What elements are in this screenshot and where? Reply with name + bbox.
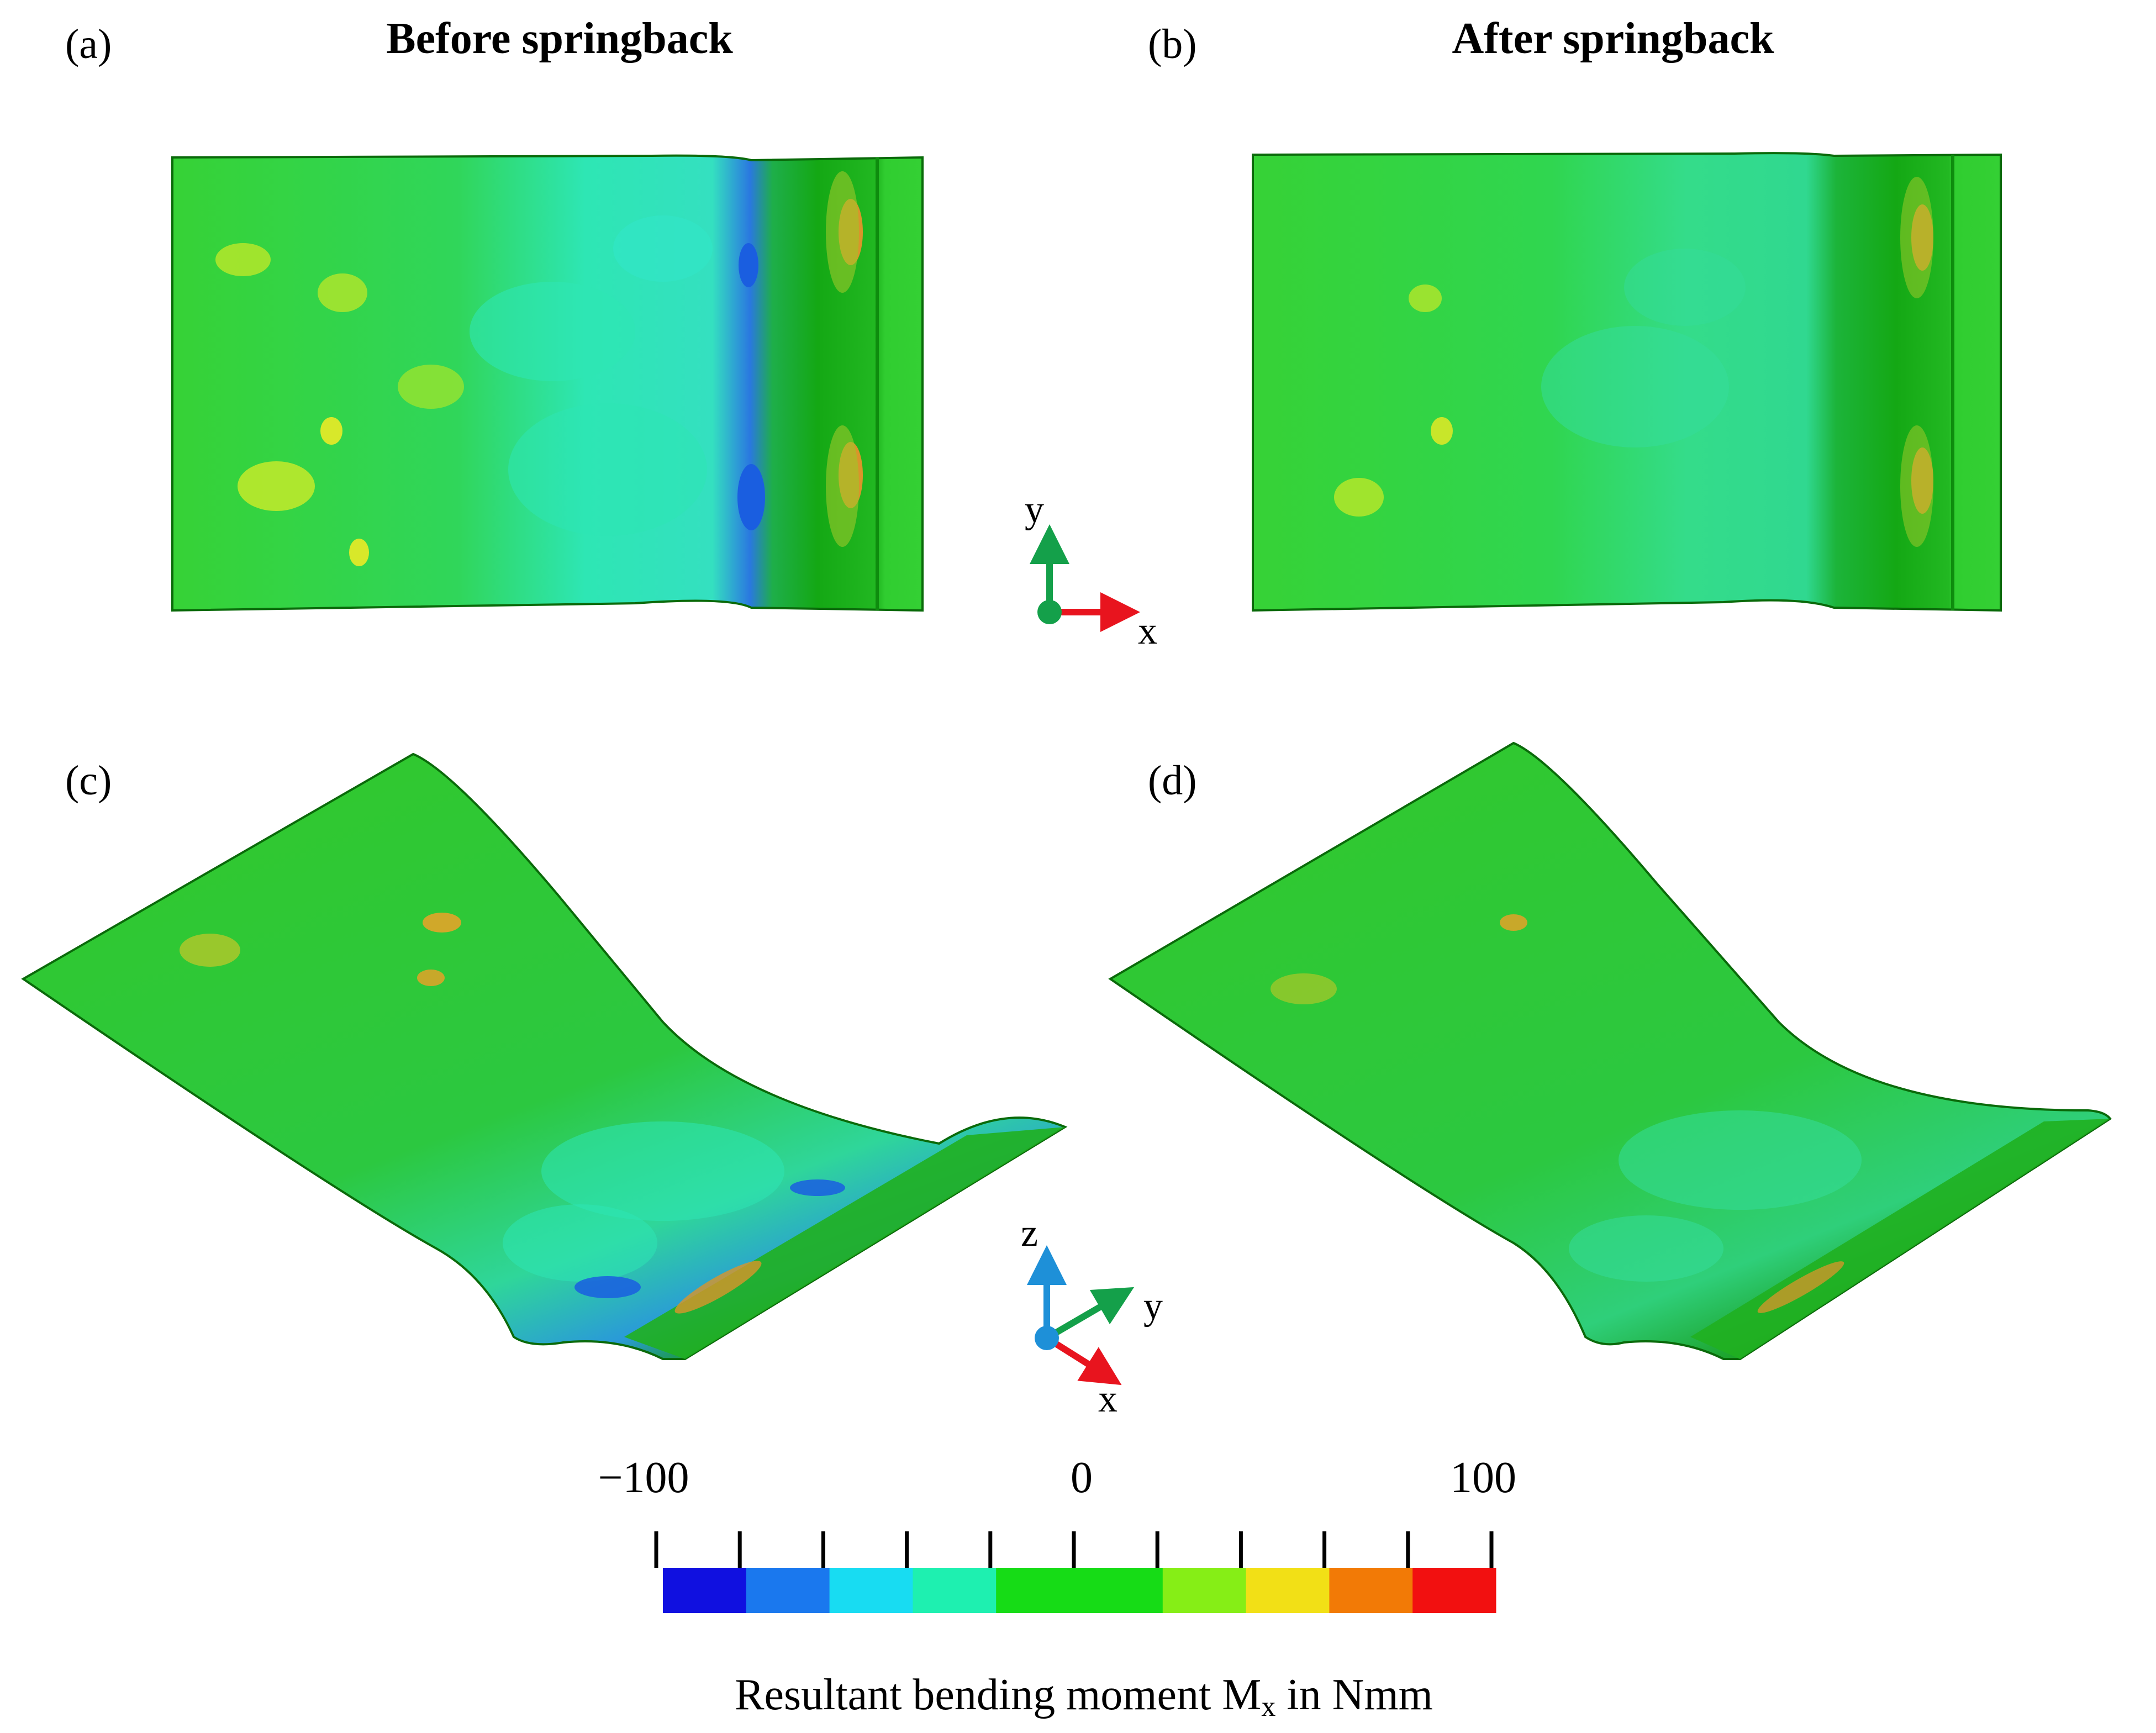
colorbar-swatch-6 xyxy=(1162,1568,1247,1613)
colorbar-swatch-0 xyxy=(663,1568,747,1613)
panel-a-plate xyxy=(171,154,924,612)
plate-a-spots xyxy=(215,171,863,566)
colorbar-swatch-8 xyxy=(1329,1568,1413,1613)
plate-c-spots xyxy=(180,913,845,1314)
colorbar-title-main: Resultant bending moment M xyxy=(735,1671,1262,1719)
colorbar-title-subscript: x xyxy=(1261,1691,1276,1723)
plate-b-flange-line xyxy=(1951,155,1954,610)
axis-triad-bottom xyxy=(1027,1245,1135,1386)
plate-a-flange-line xyxy=(876,157,879,610)
panel-b-label: (b) xyxy=(1148,21,1197,67)
axis-top-y-label: y xyxy=(1025,488,1044,531)
axis-bottom-y-arrow xyxy=(1045,1287,1135,1341)
colorbar-title: Resultant bending moment Mx in Nmm xyxy=(735,1673,1433,1721)
plate-d-spots xyxy=(1271,914,1862,1313)
colorbar-swatch-7 xyxy=(1246,1568,1330,1613)
panel-a-title: Before springback xyxy=(386,14,733,63)
panel-c-plate xyxy=(21,752,1068,1360)
axis-top-origin xyxy=(1037,600,1062,624)
panel-b-title: After springback xyxy=(1452,14,1774,63)
plate-a-outline xyxy=(171,154,924,612)
panel-a-label: (a) xyxy=(65,21,112,67)
panel-d-label: (d) xyxy=(1148,757,1197,804)
plate-c-flange xyxy=(624,1127,1065,1359)
axis-bottom-origin xyxy=(1035,1326,1059,1350)
plate-c-surface xyxy=(21,752,1068,1360)
axis-bottom-y-label: y xyxy=(1143,1285,1163,1328)
colorbar-swatch-5 xyxy=(1079,1568,1163,1613)
colorbar-swatch-4 xyxy=(996,1568,1080,1613)
colorbar-swatch-9 xyxy=(1412,1568,1496,1613)
axis-triad-top xyxy=(1030,524,1140,632)
axis-top-x-label: x xyxy=(1138,610,1157,652)
panel-b-plate xyxy=(1252,152,2002,612)
axis-bottom-x-label: x xyxy=(1098,1378,1117,1420)
colorbar-tick-label-zero: 0 xyxy=(1071,1453,1093,1502)
colorbar-tick-label-max: 100 xyxy=(1450,1453,1516,1502)
plate-d-surface xyxy=(1108,741,2112,1360)
colorbar xyxy=(654,1531,1496,1613)
axis-bottom-z-label: z xyxy=(1021,1212,1039,1255)
colorbar-title-unit: in Nmm xyxy=(1275,1671,1433,1719)
panel-c-label: (c) xyxy=(65,757,112,804)
plate-b-spots xyxy=(1334,177,1933,547)
panel-d-plate xyxy=(1108,741,2112,1360)
colorbar-tick-label-min: −100 xyxy=(598,1453,689,1502)
colorbar-swatch-3 xyxy=(913,1568,997,1613)
colorbar-swatch-2 xyxy=(829,1568,913,1613)
colorbar-swatch-1 xyxy=(746,1568,830,1613)
